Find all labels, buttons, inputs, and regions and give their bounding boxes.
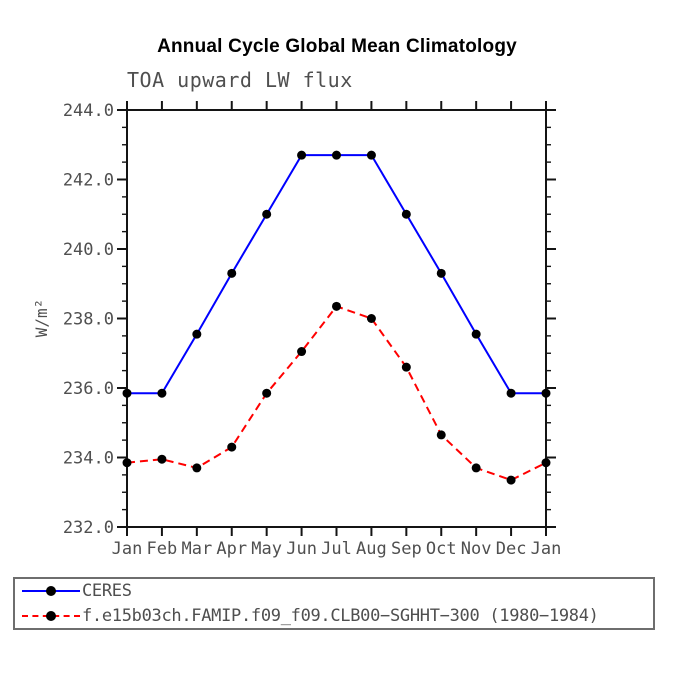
y-tick-label: 236.0	[63, 379, 114, 399]
model-point	[401, 362, 411, 372]
ceres-point	[332, 150, 341, 160]
x-tick-label: Apr	[216, 539, 247, 559]
x-tick-label: Dec	[496, 539, 527, 559]
model-point	[262, 388, 272, 398]
model-point	[541, 458, 551, 468]
y-tick-label: 242.0	[63, 171, 114, 191]
x-tick-label: Nov	[461, 539, 492, 559]
model-line-sample	[22, 610, 80, 621]
ceres-point	[506, 388, 516, 398]
ceres-point	[227, 268, 237, 278]
x-tick-label: Sep	[391, 539, 422, 559]
model-point	[366, 314, 376, 323]
y-tick-label: 234.0	[63, 449, 114, 469]
ceres-point	[401, 209, 411, 219]
ceres-line-sample	[22, 586, 80, 597]
chart-title: Annual Cycle Global Mean Climatology	[157, 36, 517, 57]
model-point	[436, 430, 446, 440]
ceres-point	[297, 150, 307, 160]
legend-entry-ceres: CERES	[22, 579, 653, 603]
legend-label-model: f.e15b03ch.FAMIP.f09_f09.CLB00−SGHHT−300…	[82, 605, 599, 626]
legend-entry-model: f.e15b03ch.FAMIP.f09_f09.CLB00−SGHHT−300…	[22, 604, 653, 628]
y-tick-label: 240.0	[63, 240, 114, 260]
x-tick-label: Jun	[286, 539, 317, 559]
y-tick-label: 238.0	[63, 310, 114, 330]
model-point	[227, 442, 237, 452]
x-tick-label: Oct	[426, 539, 457, 559]
x-tick-label: Jan	[112, 539, 143, 559]
x-tick-label: May	[251, 539, 282, 559]
x-tick-label: Aug	[356, 539, 387, 559]
x-tick-label: Feb	[147, 539, 178, 559]
ceres-point	[436, 268, 446, 278]
model-point	[122, 458, 132, 468]
ceres-line	[127, 154, 546, 395]
ceres-point	[122, 388, 132, 398]
x-tick-label: Mar	[181, 539, 212, 559]
model-marker-icon	[46, 610, 56, 621]
legend-box: CERES f.e15b03ch.FAMIP.f09_f09.CLB00−SGH…	[13, 577, 655, 630]
ceres-point	[157, 388, 167, 398]
chart-subtitle: TOA upward LW flux	[127, 68, 353, 92]
plot-frame	[126, 109, 547, 528]
ceres-point	[366, 150, 376, 160]
y-tick-label: 244.0	[63, 101, 114, 121]
x-tick-label: Jan	[531, 539, 562, 559]
x-tick-label: Jul	[321, 539, 352, 559]
model-point	[471, 463, 481, 473]
model-line	[126, 305, 547, 482]
model-point	[297, 347, 307, 357]
model-point	[506, 475, 516, 485]
ceres-point	[192, 329, 202, 339]
legend-label-ceres: CERES	[82, 581, 132, 602]
ceres-point	[471, 329, 481, 339]
ceres-point	[262, 209, 272, 219]
ceres-point	[541, 388, 551, 398]
model-point	[157, 454, 167, 464]
y-tick-label: 232.0	[63, 518, 114, 538]
model-point	[192, 463, 202, 473]
ceres-marker-icon	[46, 586, 56, 597]
model-point	[332, 301, 341, 311]
